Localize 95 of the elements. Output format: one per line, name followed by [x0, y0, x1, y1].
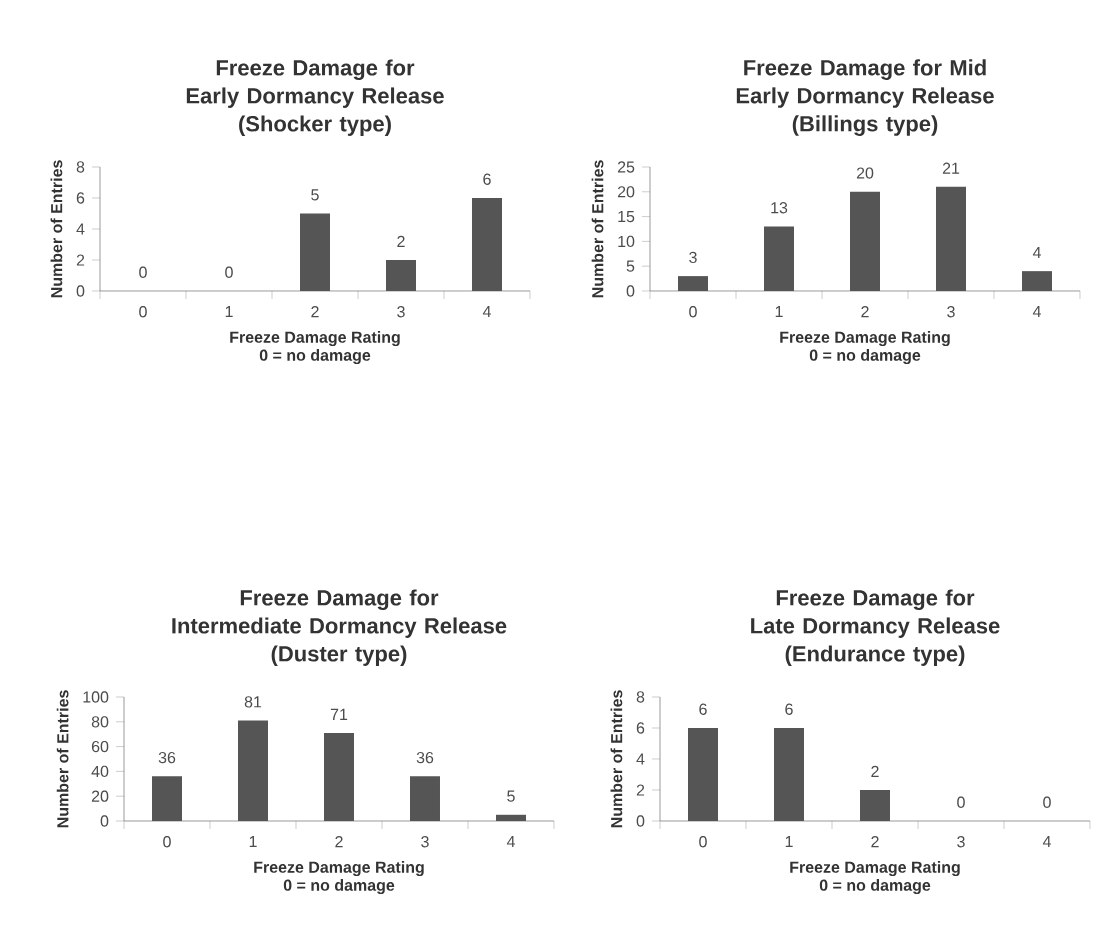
y-tick-label: 20	[91, 790, 109, 802]
data-label: 2	[397, 235, 405, 247]
data-label: 0	[957, 796, 965, 808]
y-tick-label: 4	[636, 753, 645, 765]
y-tick-label: 100	[83, 691, 109, 703]
bar	[1022, 271, 1052, 291]
chart-subtitle: (Duster type)	[271, 645, 407, 666]
y-tick-label: 5	[626, 260, 635, 272]
x-tick-label: 0	[163, 836, 171, 848]
chart-title: Freeze Damage for Early Dormancy Release	[186, 59, 444, 108]
x-tick-label: 4	[506, 836, 515, 848]
data-label: 36	[158, 751, 176, 764]
data-label: 36	[416, 751, 434, 764]
x-tick-label: 4	[1042, 836, 1051, 848]
y-tick-label: 80	[91, 716, 109, 728]
data-label: 21	[942, 162, 960, 174]
x-tick-label: 1	[775, 306, 783, 318]
x-tick-label: 0	[139, 306, 147, 318]
chart-title: Freeze Damage for Late Dormancy Release	[751, 589, 1000, 638]
x-axis-title: Freeze Damage Rating	[780, 331, 950, 347]
data-label: 6	[785, 703, 793, 715]
x-tick-label: 0	[699, 836, 707, 848]
x-tick-label: 3	[397, 306, 405, 318]
text: 0 = no damage	[283, 879, 395, 895]
y-tick-label: 6	[636, 722, 645, 734]
y-axis-title: Number of Entries	[56, 690, 69, 828]
chart-subtitle: (Billings type)	[792, 115, 938, 136]
data-label: 81	[244, 696, 262, 708]
y-tick-label: 10	[618, 235, 635, 248]
x-tick-label: 1	[785, 836, 793, 848]
data-label: 5	[507, 790, 515, 802]
bar	[472, 197, 502, 291]
text: 0 = no damage	[259, 349, 371, 365]
x-tick-label: 0	[689, 306, 697, 318]
bar	[324, 732, 354, 821]
x-tick-label: 2	[311, 306, 319, 318]
y-tick-label: 40	[91, 765, 109, 778]
x-tick-label: 4	[482, 306, 491, 318]
x-tick-label: 3	[957, 836, 965, 848]
y-tick-label: 8	[76, 161, 85, 173]
y-axis-title: Number of Entries	[50, 160, 63, 298]
y-tick-label: 6	[76, 192, 85, 204]
data-label: 71	[330, 708, 348, 720]
x-axis-title: Freeze Damage Rating	[254, 861, 424, 877]
data-label: 0	[139, 266, 147, 278]
x-tick-label: 4	[1032, 306, 1041, 318]
bar	[764, 226, 794, 291]
data-label: 4	[1032, 247, 1041, 259]
x-tick-label: 3	[421, 836, 429, 848]
x-tick-label: 1	[225, 306, 233, 318]
data-label: 0	[225, 266, 233, 278]
bar	[152, 776, 182, 821]
y-tick-label: 25	[617, 161, 635, 173]
y-tick-label: 0	[636, 815, 645, 827]
bar	[495, 814, 526, 821]
y-tick-label: 60	[91, 740, 109, 753]
data-label: 5	[311, 189, 319, 201]
y-tick-label: 2	[636, 784, 645, 796]
y-tick-label: 0	[76, 285, 85, 297]
y-tick-label: 15	[618, 211, 635, 223]
data-label: 2	[871, 765, 879, 777]
data-label: 3	[689, 251, 697, 264]
chart-subtitle: (Shocker type)	[239, 115, 391, 136]
bar	[678, 276, 709, 291]
bar	[850, 191, 880, 291]
bar	[238, 720, 268, 821]
x-tick-label: 1	[249, 836, 257, 848]
data-label: 6	[483, 173, 491, 185]
y-axis-title: Number of Entries	[610, 690, 623, 828]
x-tick-label: 2	[871, 836, 879, 848]
x-tick-label: 3	[947, 306, 955, 318]
bar	[386, 259, 416, 291]
chart-subtitle: (Endurance type)	[785, 645, 965, 666]
x-tick-label: 2	[335, 836, 343, 848]
x-tick-label: 2	[861, 306, 869, 318]
y-tick-label: 0	[100, 815, 109, 827]
text: 0 = no damage	[819, 879, 931, 895]
y-tick-label: 0	[626, 285, 635, 297]
data-label: 6	[699, 703, 707, 715]
chart-title: Freeze Damage for Mid Early Dormancy Release	[736, 59, 994, 108]
y-tick-label: 2	[76, 254, 85, 266]
data-label: 0	[1043, 796, 1051, 808]
bar	[410, 776, 440, 821]
y-tick-label: 20	[617, 186, 635, 198]
bar	[936, 186, 966, 291]
y-tick-label: 4	[76, 223, 85, 235]
data-label: 20	[856, 167, 874, 179]
y-tick-label: 8	[636, 691, 645, 703]
bar	[300, 213, 330, 291]
data-label: 13	[771, 202, 788, 214]
text: 0 = no damage	[809, 349, 921, 365]
chart-title: Freeze Damage for Intermediate Dormancy Release	[172, 589, 507, 638]
x-axis-title: Freeze Damage Rating	[790, 861, 960, 877]
x-axis-title: Freeze Damage Rating	[230, 331, 400, 347]
y-axis-title: Number of Entries	[591, 160, 604, 298]
